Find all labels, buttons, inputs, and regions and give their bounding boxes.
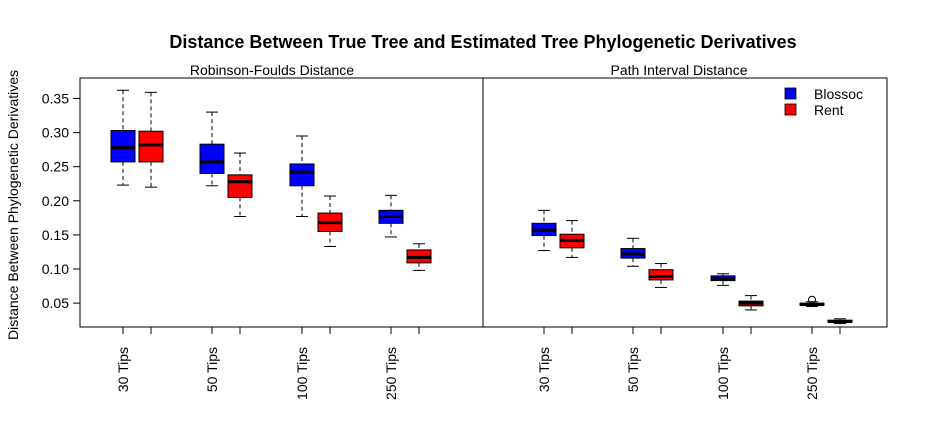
y-axis: 0.05 0.10 0.15 0.20 0.25 0.30 0.35 xyxy=(42,90,81,311)
box-rent-100-tips xyxy=(738,295,764,311)
box-iqr xyxy=(227,174,253,198)
x-tick-label: 50 Tips xyxy=(625,347,641,392)
boxes xyxy=(110,89,853,325)
y-tick-label: 0.35 xyxy=(42,90,69,106)
box-blossoc-100-tips xyxy=(710,273,736,286)
x-tick-label: 100 Tips xyxy=(294,347,310,400)
box-blossoc-250-tips xyxy=(378,194,404,238)
legend-label-rent: Rent xyxy=(814,102,844,118)
box-iqr xyxy=(648,269,674,281)
y-tick-label: 0.30 xyxy=(42,125,69,141)
y-tick-label: 0.10 xyxy=(42,261,69,277)
box-iqr xyxy=(199,143,225,175)
box-blossoc-100-tips xyxy=(289,135,315,217)
box-blossoc-50-tips xyxy=(620,237,646,267)
box-blossoc-30-tips xyxy=(110,89,136,186)
box-rent-250-tips xyxy=(827,318,853,325)
x-tick-label: 30 Tips xyxy=(536,347,552,392)
box-blossoc-250-tips xyxy=(799,295,825,308)
box-rent-30-tips xyxy=(138,91,164,188)
y-tick-label: 0.25 xyxy=(42,159,69,175)
x-tick-label: 250 Tips xyxy=(804,347,820,400)
panel-title-path-interval: Path Interval Distance xyxy=(611,62,748,78)
y-axis-label: Distance Between Phylogenetic Derivative… xyxy=(5,70,21,340)
box-rent-50-tips xyxy=(227,152,253,217)
box-blossoc-50-tips xyxy=(199,111,225,187)
box-iqr xyxy=(138,130,164,163)
legend-label-blossoc: Blossoc xyxy=(814,86,863,102)
x-tick-label: 250 Tips xyxy=(383,347,399,400)
x-axis: 30 Tips 50 Tips 100 Tips 250 Tips 30 Tips 50 … xyxy=(115,327,841,400)
box-outlier xyxy=(808,295,816,304)
chart-title: Distance Between True Tree and Estimated… xyxy=(169,32,796,52)
x-tick-label: 30 Tips xyxy=(115,347,131,392)
x-tick-label: 100 Tips xyxy=(715,347,731,400)
y-tick-label: 0.05 xyxy=(42,295,69,311)
box-rent-30-tips xyxy=(559,220,585,258)
legend-swatch-rent xyxy=(784,103,797,116)
legend: Blossoc Rent xyxy=(784,86,863,118)
legend-swatch-blossoc xyxy=(784,87,797,100)
box-rent-250-tips xyxy=(406,243,432,271)
box-blossoc-30-tips xyxy=(531,209,557,252)
box-rent-100-tips xyxy=(317,195,343,248)
box-rent-50-tips xyxy=(648,263,674,288)
y-tick-label: 0.15 xyxy=(42,227,69,243)
box-iqr xyxy=(289,163,315,187)
x-tick-label: 50 Tips xyxy=(204,347,220,392)
y-tick-label: 0.20 xyxy=(42,193,69,209)
panel-title-robinson-foulds: Robinson-Foulds Distance xyxy=(190,62,354,78)
